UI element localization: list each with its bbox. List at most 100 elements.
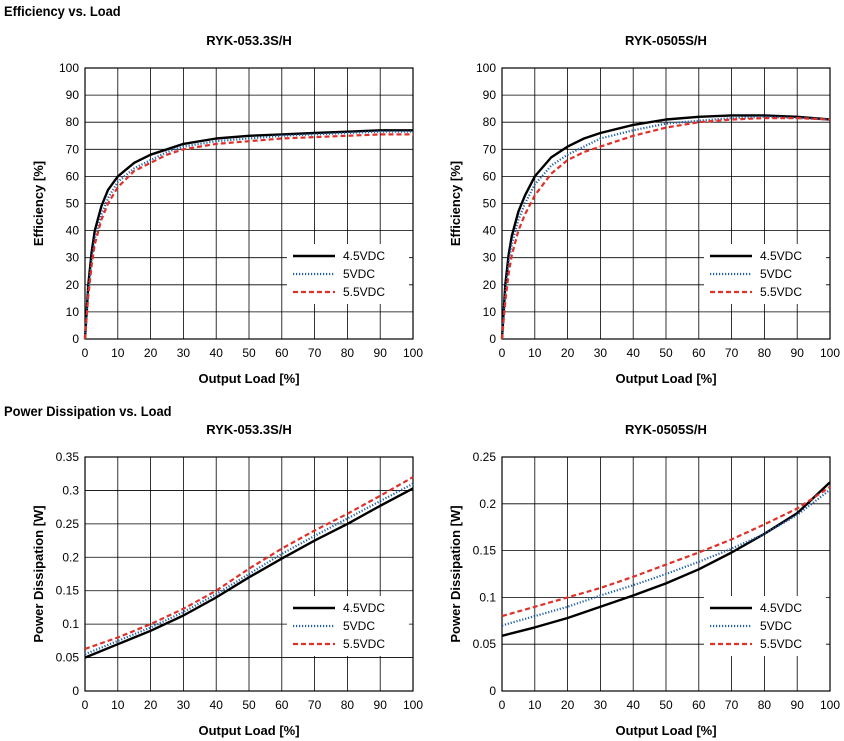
x-tick-label: 20 (144, 346, 158, 360)
x-tick-label: 0 (82, 346, 89, 360)
x-tick-label: 30 (177, 346, 191, 360)
x-tick-label: 60 (692, 698, 706, 712)
series-line-5.5VDC (500, 116, 831, 340)
legend-label: 5VDC (343, 619, 375, 633)
y-axis-label: Efficiency [%] (31, 161, 46, 246)
y-tick-label: 80 (483, 115, 497, 129)
x-tick-label: 40 (210, 346, 224, 360)
y-axis-label: Power Dissipation [W] (31, 505, 46, 642)
x-tick-label: 30 (594, 698, 608, 712)
y-tick-label: 0.3 (62, 483, 79, 497)
x-tick-label: 20 (561, 346, 575, 360)
plot-frame (501, 456, 831, 692)
x-tick-label: 10 (528, 346, 542, 360)
legend-label: 5VDC (760, 619, 792, 633)
legend-box (704, 244, 826, 304)
x-tick-label: 70 (725, 346, 739, 360)
y-tick-label: 70 (483, 142, 497, 156)
y-tick-label: 0.1 (62, 617, 79, 631)
chart-3: RYK-053.3S/H 0 10 20 30 40 50 60 70 80 90 100 0 0.05 0… (31, 422, 423, 738)
x-tick-label: 50 (659, 698, 673, 712)
y-tick-label: 100 (476, 61, 496, 75)
x-tick-label: 50 (659, 346, 673, 360)
y-tick-label: 0.25 (473, 450, 497, 464)
y-tick-label: 80 (66, 115, 80, 129)
x-tick-label: 30 (594, 346, 608, 360)
efficiency-section-title: Efficiency vs. Load (4, 3, 121, 19)
y-tick-label: 40 (66, 224, 80, 238)
x-tick-label: 40 (627, 698, 641, 712)
y-tick-label: 60 (483, 169, 497, 183)
y-tick-label: 20 (483, 278, 497, 292)
y-tick-label: 0 (72, 684, 79, 698)
y-tick-label: 0.05 (56, 651, 80, 665)
y-tick-label: 50 (483, 197, 497, 211)
x-tick-label: 100 (820, 346, 840, 360)
series-line-5VDC (501, 488, 831, 627)
x-tick-label: 10 (111, 346, 125, 360)
y-tick-label: 30 (66, 251, 80, 265)
x-tick-label: 60 (275, 346, 289, 360)
x-tick-label: 20 (144, 698, 158, 712)
plot-frame (84, 67, 414, 340)
legend-label: 5.5VDC (343, 637, 385, 651)
y-tick-label: 0 (489, 684, 496, 698)
x-tick-label: 20 (561, 698, 575, 712)
y-tick-label: 70 (66, 142, 80, 156)
x-tick-label: 0 (499, 346, 506, 360)
y-tick-label: 0.25 (56, 517, 80, 531)
x-tick-label: 80 (341, 346, 355, 360)
y-axis-label: Power Dissipation [W] (448, 505, 463, 642)
chart-1: RYK-053.3S/H 0 10 20 30 40 50 60 70 80 90 100 0 10 20 3… (31, 33, 423, 386)
y-tick-label: 0.35 (56, 450, 80, 464)
legend-label: 4.5VDC (343, 601, 385, 615)
y-tick-label: 0.15 (56, 584, 80, 598)
legend-label: 4.5VDC (343, 249, 385, 263)
x-tick-label: 90 (791, 698, 805, 712)
legend-box (287, 244, 409, 304)
x-tick-label: 60 (692, 346, 706, 360)
y-tick-label: 0.05 (473, 637, 497, 651)
y-tick-label: 90 (483, 88, 497, 102)
x-tick-label: 100 (820, 698, 840, 712)
x-axis-label: Output Load [%] (198, 723, 299, 738)
x-axis-label: Output Load [%] (615, 371, 716, 386)
series-line-4.5VDC (500, 114, 831, 340)
x-tick-label: 100 (403, 346, 423, 360)
legend-box (287, 596, 409, 656)
y-tick-label: 0 (489, 332, 496, 346)
x-axis-label: Output Load [%] (198, 371, 299, 386)
y-tick-label: 0.1 (479, 590, 496, 604)
series-line-4.5VDC (84, 487, 414, 659)
x-tick-label: 10 (528, 698, 542, 712)
chart-4: RYK-0505S/H 0 10 20 30 40 50 60 70 80 90 100 0 0.05 0.… (448, 422, 840, 738)
chart-2: RYK-0505S/H 0 10 20 30 40 50 60 70 80 90 100 0 10 20 30… (448, 33, 840, 386)
x-tick-label: 80 (341, 698, 355, 712)
plot-frame (84, 456, 414, 692)
legend-box (704, 596, 826, 656)
legend-label: 5.5VDC (343, 285, 385, 299)
x-tick-label: 40 (210, 698, 224, 712)
x-tick-label: 60 (275, 698, 289, 712)
x-tick-label: 90 (374, 346, 388, 360)
legend-label: 5VDC (760, 267, 792, 281)
y-tick-label: 40 (483, 224, 497, 238)
chart-title: RYK-0505S/H (625, 422, 707, 437)
legend-label: 5VDC (343, 267, 375, 281)
chart-title: RYK-0505S/H (625, 33, 707, 48)
y-tick-label: 0.2 (62, 550, 79, 564)
y-tick-label: 0.2 (479, 497, 496, 511)
x-tick-label: 90 (374, 698, 388, 712)
y-tick-label: 100 (59, 61, 79, 75)
x-tick-label: 70 (725, 698, 739, 712)
chart-title: RYK-053.3S/H (206, 33, 292, 48)
x-tick-label: 100 (403, 698, 423, 712)
y-tick-label: 60 (66, 169, 80, 183)
x-tick-label: 80 (758, 346, 772, 360)
x-tick-label: 0 (82, 698, 89, 712)
x-tick-label: 50 (242, 346, 256, 360)
y-tick-label: 10 (483, 305, 497, 319)
x-tick-label: 50 (242, 698, 256, 712)
y-tick-label: 90 (66, 88, 80, 102)
